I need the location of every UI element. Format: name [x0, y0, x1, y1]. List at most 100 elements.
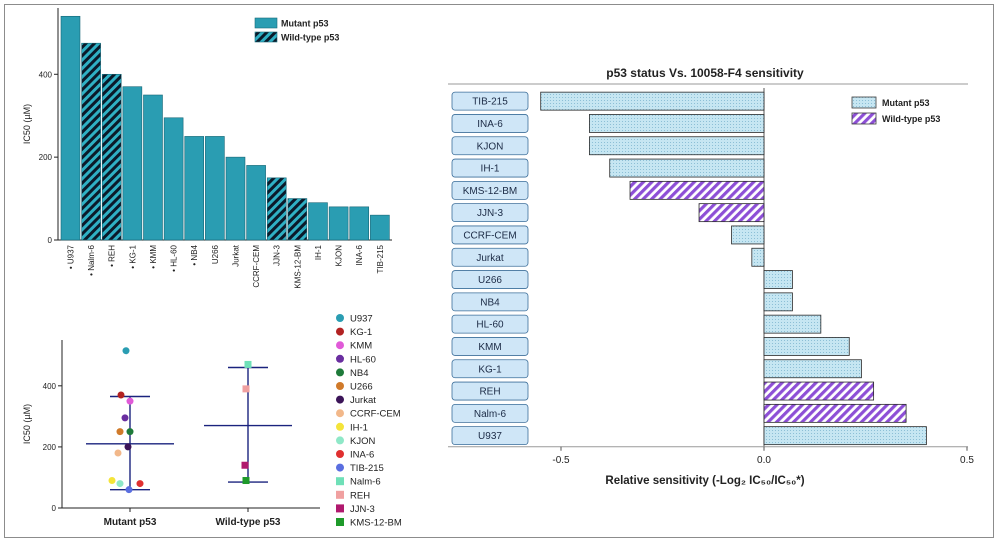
ic50-bar-ina-6 — [349, 206, 370, 241]
ic50-bar-y-tick-label: 400 — [39, 70, 53, 79]
ic50-bar-x-tick-label: U266 — [211, 244, 220, 264]
scatter-point-tib-215 — [125, 486, 133, 494]
scatter-point-jurkat — [124, 443, 132, 451]
sensitivity-bar-nalm-6 — [763, 403, 907, 423]
ic50-bar-x-tick-label: • U937 — [66, 244, 75, 269]
sensitivity-bar-jurkat — [751, 247, 765, 267]
scatter-legend-marker — [336, 504, 344, 513]
cell-label-box — [451, 114, 529, 133]
scatter-legend-marker — [336, 409, 344, 418]
scatter-legend-label: KJON — [350, 436, 375, 447]
scatter-legend-label: KMM — [350, 341, 372, 352]
cell-label-text: Nalm-6 — [474, 409, 507, 420]
scatter-legend-label: INA-6 — [350, 450, 374, 461]
scatter-y-label: IC50 (µM) — [22, 404, 32, 444]
scatter-point-reh — [242, 385, 250, 393]
ic50-bar-jurkat — [225, 156, 246, 241]
ic50-bar-nalm-6 — [81, 42, 101, 241]
scatter-legend-label: KMS-12-BM — [350, 518, 402, 529]
sensitivity-bar-kmm — [763, 337, 850, 356]
ic50-bar-nb4 — [184, 136, 205, 241]
sensitivity-bar-ina-6 — [589, 114, 765, 133]
sensitivity-x-tick-labels: -0.5 0.0 0.5 — [552, 446, 974, 466]
scatter-points — [108, 347, 252, 494]
scatter-point-ina-6 — [136, 480, 144, 488]
ic50-bar-x-tick-label: KMS-12-BM — [293, 245, 302, 289]
sensitivity-bar-chart: p53 status Vs. 10058-F4 sensitivity TIB-… — [448, 66, 974, 487]
ic50-bar-kjon — [328, 206, 349, 241]
sensitivity-x-tick-label: 0.0 — [757, 455, 771, 466]
scatter-point-jjn-3 — [241, 461, 249, 469]
ic50-bar-kmm — [143, 94, 163, 241]
cell-label-box — [451, 426, 529, 446]
scatter-legend-marker — [336, 341, 344, 350]
cell-label-text: INA-6 — [477, 119, 503, 130]
ic50-bar-x-tick-label: INA-6 — [355, 244, 364, 265]
cell-label-text: KG-1 — [478, 364, 502, 375]
ic50-bar-x-tick-label: CCRF-CEM — [252, 245, 261, 288]
cell-label-box — [451, 247, 529, 267]
ic50-bar-legend: Mutant p53 Wild-type p53 — [254, 17, 339, 43]
ic50-bar-x-tick-label: TIB-215 — [376, 244, 385, 273]
ic50-bar-y-tick-label: 0 — [48, 236, 53, 245]
legend-label-mutant-c: Mutant p53 — [882, 98, 930, 108]
scatter-category-mutant: Mutant p53 — [104, 517, 157, 528]
ic50-bar-u937 — [60, 15, 81, 241]
ic50-bar-y-tick-label: 200 — [39, 153, 53, 162]
scatter-y-tick-label: 200 — [43, 443, 57, 452]
ic50-bar-reh — [101, 73, 122, 241]
ic50-bar-x-tick-label: • HL-60 — [170, 244, 179, 271]
scatter-legend-label: CCRF-CEM — [350, 409, 401, 420]
ic50-bar-x-tick-label: • Nalm-6 — [87, 244, 96, 275]
scatter-legend-marker — [336, 436, 344, 445]
scatter-legend-label: Jurkat — [350, 395, 376, 406]
scatter-point-ccrf-cem — [114, 449, 122, 457]
ic50-bar-ccrf-cem — [246, 165, 266, 241]
sensitivity-bar-nb4 — [763, 292, 793, 312]
scatter-legend-marker — [336, 422, 344, 431]
cell-label-box — [451, 91, 529, 111]
scatter-legend-marker — [336, 463, 344, 472]
sensitivity-bar-hl-60 — [763, 314, 822, 334]
ic50-bar-x-tick-label: JJN-3 — [273, 244, 282, 265]
cell-label-box — [451, 136, 529, 156]
ic50-bar-kg-1 — [122, 86, 143, 241]
scatter-legend-marker — [336, 368, 344, 377]
ic50-bar-x-tick-label: • KMM — [149, 245, 158, 269]
cell-label-text: TIB-215 — [472, 97, 508, 108]
scatter-legend-marker — [336, 314, 344, 322]
cell-label-box — [451, 292, 529, 312]
ic50-bar-x-tick-labels: • U937 • Nalm-6 • REH • KG-1 • KMM • HL-60 • N… — [66, 244, 384, 288]
scatter-point-kg-1 — [117, 391, 125, 399]
ic50-bar-u266 — [205, 136, 225, 241]
cell-label-text: REH — [479, 387, 500, 398]
legend-swatch-wildtype-purple — [851, 112, 877, 125]
scatter-axes: 0 200 400 — [43, 340, 320, 513]
cell-label-box — [451, 403, 529, 423]
ic50-bar-x-tick-label: • REH — [108, 245, 117, 267]
ic50-bars — [60, 15, 390, 241]
cell-label-text: CCRF-CEM — [463, 230, 516, 241]
scatter-y-tick-label: 400 — [43, 382, 57, 391]
scatter-legend-label: U266 — [350, 382, 373, 393]
scatter-legend-label: REH — [350, 490, 370, 501]
scatter-point-u937 — [122, 347, 130, 355]
ic50-bar-hl-60 — [163, 117, 184, 241]
scatter-legend-marker — [336, 354, 344, 363]
scatter-point-kms-12-bm — [242, 477, 250, 485]
ic50-bar-tib-215 — [370, 214, 390, 241]
cell-label-text: KJON — [477, 141, 504, 152]
scatter-legend-label: KG-1 — [350, 327, 372, 338]
sensitivity-bar-kg-1 — [763, 359, 862, 379]
cell-label-text: HL-60 — [476, 320, 504, 331]
scatter-legend-label: HL-60 — [350, 354, 376, 365]
sensitivity-bar-ih-1 — [609, 158, 765, 178]
cell-label-box — [451, 314, 529, 334]
scatter-legend-label: NB4 — [350, 368, 368, 379]
ic50-bar-x-tick-label: IH-1 — [314, 244, 323, 260]
legend-swatch-mutant — [254, 17, 278, 29]
ic50-bar-x-tick-label: • NB4 — [190, 244, 199, 265]
cell-label-box — [451, 158, 529, 178]
sensitivity-bar-u937 — [763, 426, 927, 446]
sensitivity-bar-kms-12-bm — [629, 180, 765, 200]
